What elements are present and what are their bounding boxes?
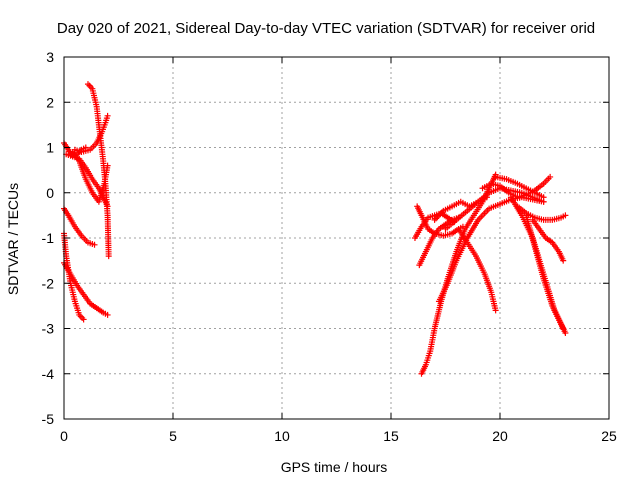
data-point [104, 203, 111, 210]
y-tick-label: 2 [46, 94, 54, 110]
series-t19 [431, 194, 490, 223]
series-t10 [492, 173, 547, 201]
data-point [560, 257, 567, 264]
series-t8 [61, 139, 89, 160]
x-tick-label: 25 [601, 428, 617, 444]
series-t4 [69, 149, 111, 205]
series-t15 [455, 225, 499, 314]
data-point [82, 144, 89, 151]
y-tick-label: 0 [46, 185, 54, 201]
data-point [105, 253, 112, 260]
data-point [459, 223, 466, 230]
data-point [540, 198, 547, 205]
data-point [562, 212, 569, 219]
x-tick-label: 5 [169, 428, 177, 444]
series-t22 [529, 216, 567, 264]
series-t11 [507, 194, 567, 332]
data-point [104, 311, 111, 318]
x-tick-label: 15 [383, 428, 399, 444]
series-t12 [523, 212, 569, 337]
data-point [547, 173, 554, 180]
data-point [91, 241, 98, 248]
data-point [104, 162, 111, 169]
x-tick-label: 0 [60, 428, 68, 444]
data-point [483, 194, 490, 201]
x-tick-label: 10 [274, 428, 290, 444]
y-tick-label: 3 [46, 49, 54, 65]
chart-title: Day 020 of 2021, Sidereal Day-to-day VTE… [57, 20, 595, 37]
data-point [104, 112, 111, 119]
series-t16 [411, 210, 458, 241]
y-tick-label: 1 [46, 140, 54, 156]
series-t17 [435, 194, 547, 305]
grid [64, 57, 609, 419]
series-t21 [514, 203, 569, 223]
data-points [61, 81, 569, 377]
series-t3 [71, 112, 111, 156]
data-point [80, 316, 87, 323]
data-point [492, 307, 499, 314]
series-t7 [61, 259, 111, 318]
axis-ticks: 0 5 10 15 20 25 -5 -4 -3 -2 -1 0 1 2 3 [42, 49, 617, 444]
y-tick-label: -4 [42, 366, 55, 382]
y-tick-label: -3 [42, 321, 55, 337]
series-t5 [61, 205, 98, 248]
y-tick-label: -5 [42, 411, 55, 427]
y-tick-label: -2 [42, 275, 55, 291]
series-t20 [479, 173, 554, 201]
y-axis-label: SDTVAR / TECUs [5, 183, 21, 295]
data-point [562, 330, 569, 337]
y-tick-label: -1 [42, 230, 55, 246]
x-tick-label: 20 [492, 428, 508, 444]
x-axis-label: GPS time / hours [281, 459, 388, 475]
